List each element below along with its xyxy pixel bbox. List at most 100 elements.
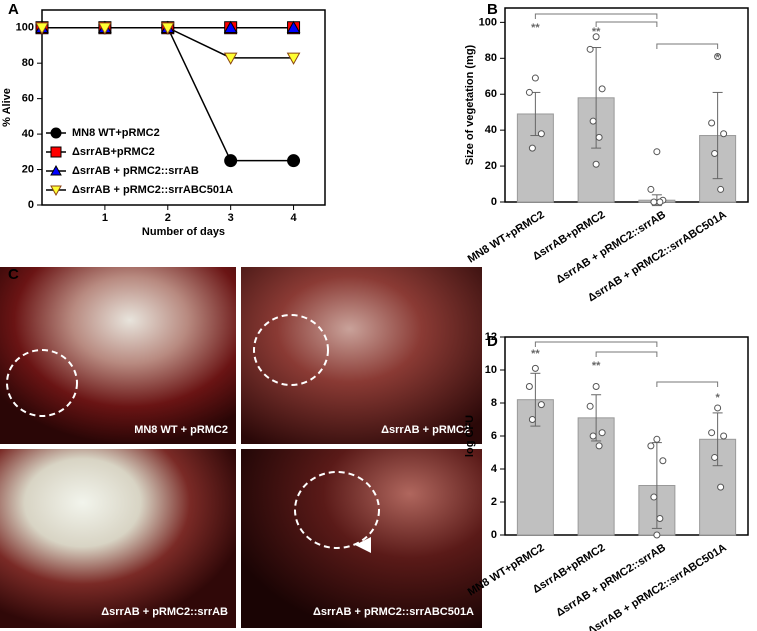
y-axis-title: Size of vegetation (mg) [464,44,476,165]
x-tick-label: ΔsrrAB + pRMC2::srrAB [554,209,668,286]
data-point [720,130,728,138]
marker [223,52,238,65]
data-point [653,148,661,156]
significance-bracket [656,43,719,49]
x-tick-label: 2 [165,212,171,224]
marker [160,22,175,35]
legend-marker [50,127,62,139]
data-point [711,150,719,157]
data-point [656,515,664,522]
y-axis-title: % Alive [1,88,13,127]
data-point [531,74,539,82]
y-tick-label: 12 [485,331,497,343]
photo [0,449,236,628]
y-tick-label: 60 [22,93,34,105]
data-point [595,133,603,141]
data-point [650,493,658,501]
data-point [650,198,658,206]
significance-label: ** [592,360,601,372]
data-point [525,88,533,96]
data-point [653,435,661,443]
data-point [589,432,597,440]
photo [0,267,236,444]
data-point [592,383,600,390]
data-point [708,119,716,127]
marker [98,22,112,35]
y-tick-label: 0 [28,199,34,211]
data-point [531,364,539,372]
y-tick-label: 100 [479,16,497,28]
y-tick-label: 8 [491,397,497,409]
legend-label: ΔsrrAB + pRMC2::srrAB [72,165,199,177]
significance-label: ** [531,22,540,34]
data-point [711,453,719,461]
y-tick-label: 80 [485,52,497,64]
photo-caption: ΔsrrAB + pRMC2 [381,424,470,436]
x-tick-label: 3 [228,212,234,224]
data-point [592,160,600,168]
panel-label: D [487,333,498,350]
photo [241,449,482,628]
dashed-circle [253,314,329,386]
significance-bracket [595,21,658,27]
data-point [714,53,722,60]
significance-bracket [656,381,719,387]
dashed-circle [294,471,380,549]
legend-marker [50,164,62,176]
marker [287,154,301,168]
data-point [598,429,606,437]
legend-marker [50,146,62,158]
photo-caption: MN8 WT + pRMC2 [134,424,228,436]
y-tick-label: 0 [491,196,497,208]
x-tick-label: ΔsrrAB + pRMC2::srrAB [554,542,668,619]
y-tick-label: 6 [491,430,497,442]
data-point [708,429,716,437]
arrowhead [355,537,371,553]
significance-label: ** [592,26,601,38]
data-point [586,402,594,410]
series-line [42,26,294,162]
y-tick-label: 40 [22,128,34,140]
data-point [656,198,664,206]
legend-label: ΔsrrAB + pRMC2::srrABC501A [72,184,233,196]
plot-frame [41,9,326,206]
data-point [647,442,655,450]
data-point [598,85,606,93]
data-point [586,45,594,53]
data-point [528,144,536,152]
significance-bracket [534,13,658,19]
panel-label: A [8,1,19,18]
marker [286,20,301,34]
panel-label: B [487,1,498,18]
legend-marker [50,185,62,197]
x-tick-label: 4 [290,212,297,224]
data-point [720,432,728,440]
y-tick-label: 2 [491,496,497,508]
significance-label: ** [531,348,540,360]
y-tick-label: 4 [491,463,498,475]
y-tick-label: 0 [491,529,497,541]
marker [224,154,238,168]
y-tick-label: 100 [16,22,34,34]
data-point [714,404,722,412]
panel-label: C [8,266,19,283]
significance-bracket [595,351,658,357]
data-point [595,442,603,450]
y-tick-label: 10 [485,364,497,376]
y-axis-title: log CFU [464,415,476,457]
plot-frame [504,7,749,203]
data-point [592,33,600,41]
dashed-circle [6,349,78,417]
significance-label: * [715,52,720,64]
significance-bracket [534,341,658,347]
data-point [717,483,725,491]
data-point [647,185,655,193]
photo [241,267,482,444]
y-tick-label: 20 [485,160,497,172]
data-point [589,117,597,125]
data-point [659,457,667,465]
marker [223,20,238,34]
photo-caption: ΔsrrAB + pRMC2::srrABC501A [313,606,474,618]
significance-label: * [715,392,720,404]
